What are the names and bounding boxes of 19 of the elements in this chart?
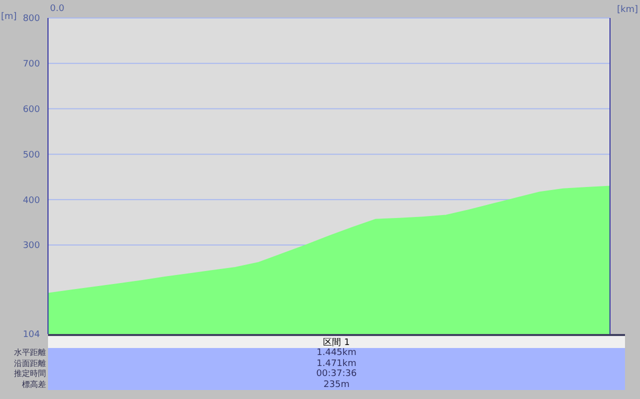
y-tick-label: 500 [22, 150, 40, 160]
text: 235m [48, 380, 625, 390]
text: 1.471km [48, 358, 625, 369]
text: 区間 1 [48, 334, 625, 348]
y-tick-label: 700 [22, 60, 40, 70]
text: 標高差 [21, 380, 47, 390]
text: 1.445km [48, 348, 625, 358]
x-axis-title: [km] [616, 5, 638, 15]
y-tick-label: 600 [22, 105, 40, 115]
y-tick-label: 300 [22, 241, 40, 252]
y-axis-title: [m] [1, 12, 17, 22]
y-tick-label: 104 [22, 330, 40, 340]
text: 水平距離 [13, 348, 47, 358]
text: 沿面距離 [13, 358, 47, 369]
y-tick-label: 400 [22, 196, 40, 206]
text: 00:37:36 [48, 369, 625, 380]
text: 0.0 [50, 4, 64, 14]
y-tick-label: 800 [22, 14, 40, 24]
text: 推定時間 [13, 369, 47, 380]
